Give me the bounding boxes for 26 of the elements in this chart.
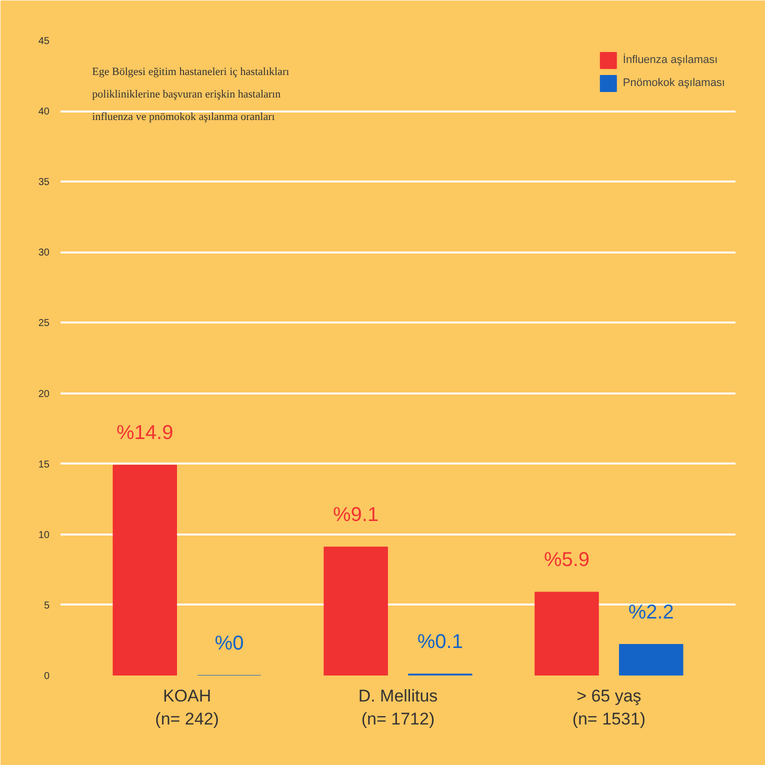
y-tick-label: 15 — [38, 459, 50, 470]
x-tick-label: KOAH (n= 242) — [155, 686, 219, 728]
y-tick-label: 5 — [44, 600, 50, 612]
data-label: %5.9 — [544, 549, 590, 572]
bar — [618, 644, 684, 676]
y-tick-label: 30 — [38, 248, 50, 259]
bar — [534, 592, 599, 676]
x-tick-label: D. Mellitus (n= 1712) — [358, 686, 438, 728]
data-label: %14.9 — [116, 422, 174, 444]
data-label: %0 — [214, 632, 244, 654]
x-tick-label: > 65 yaş (n= 1531) — [572, 686, 646, 728]
bar — [112, 464, 178, 676]
data-label: %9.1 — [333, 504, 379, 526]
data-label: %2.2 — [628, 601, 674, 624]
y-tick-label: 40 — [38, 106, 50, 118]
y-tick-label: 0 — [44, 671, 50, 682]
legend-label: Pnömokok aşılaması — [622, 77, 725, 89]
y-tick-label: 20 — [38, 388, 50, 400]
text: Ege Bölgesi eğitim hastaneleri iç hastalıkları polikliniklerine başvuran erişkin hastaların influenza ve pnömokok aşılanma oranları — [92, 66, 290, 124]
y-tick-label: 25 — [38, 318, 50, 330]
y-tick-label: 45 — [38, 36, 50, 47]
bar — [324, 546, 388, 676]
legend-label: İnfluenza aşılaması — [622, 54, 718, 66]
y-tick-label: 10 — [38, 530, 50, 541]
data-label: %0.1 — [417, 630, 463, 653]
y-tick-label: 35 — [38, 177, 50, 188]
